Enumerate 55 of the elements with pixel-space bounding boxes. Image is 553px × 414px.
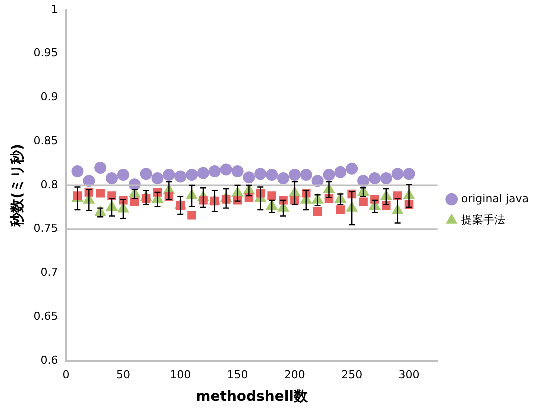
point bbox=[346, 162, 358, 175]
point bbox=[243, 172, 256, 184]
x-tick-label: 150 bbox=[227, 368, 248, 382]
y-tick-label: 1 bbox=[51, 2, 58, 16]
point bbox=[268, 192, 276, 200]
point bbox=[94, 162, 107, 174]
legend-label: original java bbox=[461, 192, 530, 206]
point bbox=[186, 168, 198, 181]
y-tick-label: 0.75 bbox=[34, 222, 58, 236]
point bbox=[313, 207, 322, 216]
x-tick-label: 300 bbox=[398, 368, 420, 382]
point bbox=[266, 168, 278, 181]
point bbox=[174, 170, 187, 183]
x-tick-label: 200 bbox=[284, 368, 306, 382]
point bbox=[197, 167, 210, 180]
y-tick-label: 0.95 bbox=[34, 46, 58, 60]
y-tick-label: 0.7 bbox=[40, 266, 58, 280]
point bbox=[96, 189, 105, 198]
point bbox=[300, 168, 312, 181]
point bbox=[208, 165, 221, 178]
point bbox=[83, 175, 96, 188]
y-tick-label: 0.9 bbox=[40, 90, 58, 104]
point bbox=[188, 210, 196, 220]
y-axis-title: 秒数(ミリ秒) bbox=[10, 144, 26, 228]
point bbox=[358, 175, 370, 188]
x-tick-label: 250 bbox=[342, 368, 363, 382]
x-tick-label: 0 bbox=[62, 368, 70, 382]
y-tick-label: 0.85 bbox=[34, 134, 58, 148]
point bbox=[72, 165, 84, 178]
point bbox=[163, 168, 176, 181]
x-tick-label: 50 bbox=[116, 368, 130, 382]
x-axis-title: methodshell数 bbox=[196, 389, 309, 406]
point bbox=[368, 172, 381, 184]
point bbox=[278, 172, 290, 184]
y-tick-label: 0.65 bbox=[34, 310, 58, 323]
point bbox=[220, 164, 232, 176]
point bbox=[140, 168, 152, 180]
point bbox=[152, 172, 164, 184]
y-tick-label: 0.8 bbox=[40, 178, 58, 192]
point bbox=[323, 168, 336, 181]
point bbox=[336, 206, 346, 214]
y-tick-label: 0.6 bbox=[40, 354, 58, 367]
legend-label: 提案手法 bbox=[461, 213, 506, 226]
point bbox=[392, 168, 404, 180]
point bbox=[312, 175, 324, 188]
point bbox=[359, 198, 368, 207]
x-tick-label: 100 bbox=[170, 368, 192, 382]
point bbox=[380, 172, 392, 184]
point bbox=[117, 168, 130, 181]
point bbox=[334, 166, 347, 178]
point bbox=[254, 168, 267, 180]
point bbox=[403, 168, 416, 180]
point bbox=[106, 172, 118, 184]
point bbox=[288, 168, 301, 181]
point bbox=[232, 165, 244, 178]
